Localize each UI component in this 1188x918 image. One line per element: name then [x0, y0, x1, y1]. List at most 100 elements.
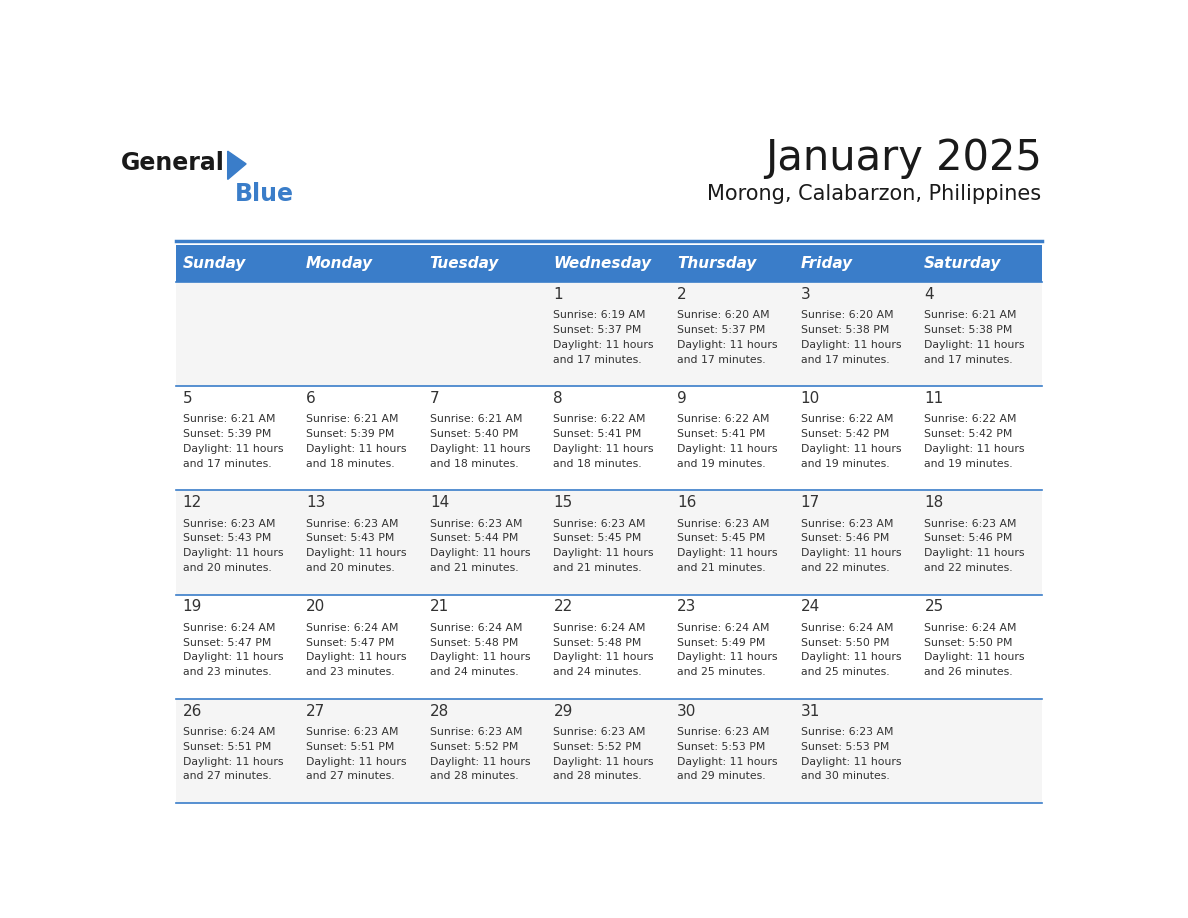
Text: Sunrise: 6:22 AM: Sunrise: 6:22 AM [554, 414, 646, 424]
Text: and 17 minutes.: and 17 minutes. [677, 354, 766, 364]
FancyBboxPatch shape [423, 595, 546, 699]
Text: and 17 minutes.: and 17 minutes. [183, 459, 271, 469]
Text: Daylight: 11 hours: Daylight: 11 hours [307, 548, 406, 558]
Text: 28: 28 [430, 703, 449, 719]
FancyBboxPatch shape [795, 490, 918, 595]
Text: 17: 17 [801, 495, 820, 510]
Text: Tuesday: Tuesday [430, 256, 499, 271]
Text: Daylight: 11 hours: Daylight: 11 hours [554, 756, 653, 767]
Text: Sunrise: 6:23 AM: Sunrise: 6:23 AM [554, 727, 646, 737]
Text: and 27 minutes.: and 27 minutes. [307, 771, 394, 781]
Text: Sunset: 5:43 PM: Sunset: 5:43 PM [183, 533, 271, 543]
FancyBboxPatch shape [671, 595, 795, 699]
Text: Sunrise: 6:21 AM: Sunrise: 6:21 AM [307, 414, 399, 424]
FancyBboxPatch shape [671, 245, 795, 282]
Text: and 18 minutes.: and 18 minutes. [430, 459, 518, 469]
Text: Daylight: 11 hours: Daylight: 11 hours [801, 653, 902, 663]
Text: 2: 2 [677, 286, 687, 302]
Text: Sunrise: 6:23 AM: Sunrise: 6:23 AM [183, 519, 276, 529]
Text: Sunset: 5:40 PM: Sunset: 5:40 PM [430, 430, 518, 439]
FancyBboxPatch shape [795, 699, 918, 803]
FancyBboxPatch shape [546, 245, 671, 282]
Text: 21: 21 [430, 599, 449, 614]
Text: Sunset: 5:39 PM: Sunset: 5:39 PM [307, 430, 394, 439]
Text: Daylight: 11 hours: Daylight: 11 hours [183, 653, 283, 663]
Text: and 25 minutes.: and 25 minutes. [801, 667, 890, 677]
Text: Sunrise: 6:23 AM: Sunrise: 6:23 AM [801, 727, 893, 737]
Text: 11: 11 [924, 391, 943, 406]
Text: Sunrise: 6:22 AM: Sunrise: 6:22 AM [677, 414, 770, 424]
Text: Daylight: 11 hours: Daylight: 11 hours [430, 653, 530, 663]
Text: Sunrise: 6:24 AM: Sunrise: 6:24 AM [554, 622, 646, 633]
FancyBboxPatch shape [795, 595, 918, 699]
Text: and 19 minutes.: and 19 minutes. [924, 459, 1013, 469]
Text: Sunset: 5:42 PM: Sunset: 5:42 PM [924, 430, 1012, 439]
Text: Sunrise: 6:20 AM: Sunrise: 6:20 AM [801, 310, 893, 320]
Text: and 24 minutes.: and 24 minutes. [554, 667, 642, 677]
Text: Sunset: 5:44 PM: Sunset: 5:44 PM [430, 533, 518, 543]
FancyBboxPatch shape [176, 386, 299, 490]
Text: Daylight: 11 hours: Daylight: 11 hours [307, 444, 406, 454]
FancyBboxPatch shape [423, 699, 546, 803]
Text: and 19 minutes.: and 19 minutes. [677, 459, 766, 469]
Text: Sunset: 5:37 PM: Sunset: 5:37 PM [554, 325, 642, 335]
FancyBboxPatch shape [176, 490, 299, 595]
Text: and 21 minutes.: and 21 minutes. [677, 563, 766, 573]
Text: Sunset: 5:42 PM: Sunset: 5:42 PM [801, 430, 889, 439]
Text: Friday: Friday [801, 256, 853, 271]
Text: 1: 1 [554, 286, 563, 302]
FancyBboxPatch shape [546, 386, 671, 490]
Text: and 17 minutes.: and 17 minutes. [801, 354, 890, 364]
Text: Sunset: 5:47 PM: Sunset: 5:47 PM [183, 638, 271, 647]
Text: Daylight: 11 hours: Daylight: 11 hours [924, 340, 1025, 350]
Text: 25: 25 [924, 599, 943, 614]
Text: and 25 minutes.: and 25 minutes. [677, 667, 766, 677]
Text: 16: 16 [677, 495, 696, 510]
Text: Sunset: 5:41 PM: Sunset: 5:41 PM [677, 430, 765, 439]
Text: Saturday: Saturday [924, 256, 1001, 271]
Text: Sunrise: 6:22 AM: Sunrise: 6:22 AM [801, 414, 893, 424]
Text: Wednesday: Wednesday [554, 256, 651, 271]
Text: Sunrise: 6:23 AM: Sunrise: 6:23 AM [677, 727, 770, 737]
Text: Sunrise: 6:22 AM: Sunrise: 6:22 AM [924, 414, 1017, 424]
Text: and 17 minutes.: and 17 minutes. [554, 354, 642, 364]
Text: 24: 24 [801, 599, 820, 614]
Text: 30: 30 [677, 703, 696, 719]
Text: Daylight: 11 hours: Daylight: 11 hours [183, 444, 283, 454]
Text: Daylight: 11 hours: Daylight: 11 hours [924, 548, 1025, 558]
FancyBboxPatch shape [176, 282, 299, 386]
Text: 7: 7 [430, 391, 440, 406]
Text: 22: 22 [554, 599, 573, 614]
Text: and 26 minutes.: and 26 minutes. [924, 667, 1013, 677]
Text: Sunset: 5:38 PM: Sunset: 5:38 PM [801, 325, 889, 335]
Text: Sunset: 5:46 PM: Sunset: 5:46 PM [924, 533, 1012, 543]
Text: and 28 minutes.: and 28 minutes. [554, 771, 642, 781]
Text: Daylight: 11 hours: Daylight: 11 hours [554, 444, 653, 454]
Text: Sunset: 5:53 PM: Sunset: 5:53 PM [801, 742, 889, 752]
Text: Sunrise: 6:23 AM: Sunrise: 6:23 AM [554, 519, 646, 529]
Text: Daylight: 11 hours: Daylight: 11 hours [677, 444, 778, 454]
FancyBboxPatch shape [546, 490, 671, 595]
FancyBboxPatch shape [795, 386, 918, 490]
Text: Monday: Monday [307, 256, 373, 271]
Text: Sunset: 5:39 PM: Sunset: 5:39 PM [183, 430, 271, 439]
Text: Sunrise: 6:23 AM: Sunrise: 6:23 AM [307, 727, 399, 737]
Text: Daylight: 11 hours: Daylight: 11 hours [430, 548, 530, 558]
Text: and 28 minutes.: and 28 minutes. [430, 771, 518, 781]
Text: Sunset: 5:51 PM: Sunset: 5:51 PM [183, 742, 271, 752]
Text: and 24 minutes.: and 24 minutes. [430, 667, 518, 677]
Text: Morong, Calabarzon, Philippines: Morong, Calabarzon, Philippines [708, 185, 1042, 205]
Text: 10: 10 [801, 391, 820, 406]
FancyBboxPatch shape [918, 282, 1042, 386]
Text: Daylight: 11 hours: Daylight: 11 hours [801, 444, 902, 454]
Text: 19: 19 [183, 599, 202, 614]
Text: Daylight: 11 hours: Daylight: 11 hours [183, 756, 283, 767]
Text: Daylight: 11 hours: Daylight: 11 hours [430, 444, 530, 454]
Text: and 23 minutes.: and 23 minutes. [307, 667, 394, 677]
Text: and 21 minutes.: and 21 minutes. [554, 563, 642, 573]
Text: Daylight: 11 hours: Daylight: 11 hours [554, 548, 653, 558]
Text: Sunrise: 6:24 AM: Sunrise: 6:24 AM [430, 622, 523, 633]
Text: Daylight: 11 hours: Daylight: 11 hours [801, 340, 902, 350]
FancyBboxPatch shape [423, 386, 546, 490]
Text: Sunrise: 6:23 AM: Sunrise: 6:23 AM [430, 727, 523, 737]
